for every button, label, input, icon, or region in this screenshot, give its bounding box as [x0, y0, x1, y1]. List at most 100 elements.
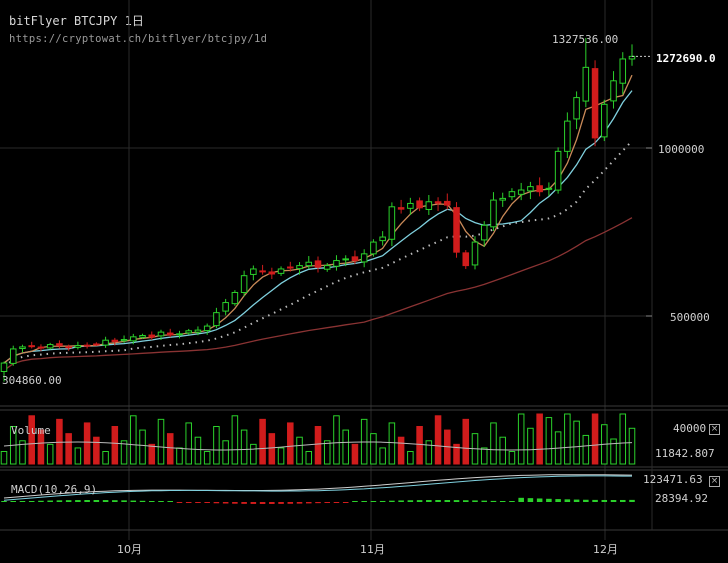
low-price-label: 304860.00 [2, 374, 62, 387]
candle-body [111, 339, 119, 343]
month-label-oct: 10月 [117, 543, 142, 556]
volume-bar [434, 415, 442, 465]
volume-current-label: 11842.807 [655, 447, 715, 460]
candle-body [213, 312, 220, 327]
volume-bar [139, 429, 146, 465]
candle-body [259, 270, 266, 273]
month-label-nov: 11月 [360, 543, 385, 556]
macd-bar [610, 499, 617, 502]
candle-body [148, 334, 156, 338]
candle-body [56, 343, 63, 347]
macd-bar [315, 502, 321, 504]
candle-body [28, 345, 35, 348]
candle-body [277, 268, 285, 274]
candle-body [240, 275, 248, 293]
grid-lines [0, 0, 728, 540]
volume-bar [28, 415, 35, 465]
volume-bar [250, 443, 257, 465]
volume-bar [194, 436, 202, 465]
volume-bar [527, 427, 534, 465]
price-tick-1000000: 1000000 [658, 143, 705, 156]
macd-bar [435, 500, 441, 502]
volume-bar [213, 426, 220, 465]
macd-bar [389, 500, 395, 502]
volume-bar [517, 413, 525, 465]
candle-body [74, 345, 82, 348]
candle-body [351, 256, 359, 262]
macd-value-1: 123471.63 [643, 473, 703, 486]
volume-bar [296, 436, 303, 465]
macd-bar [296, 502, 303, 504]
volume-bar [120, 440, 128, 465]
candle-body [527, 186, 534, 192]
macd-close-icon[interactable]: × [709, 476, 720, 487]
candle-body [93, 343, 100, 346]
macd-bar [121, 500, 127, 502]
candle-body [0, 362, 8, 373]
candle-body [619, 58, 627, 84]
macd-bar [139, 500, 146, 502]
macd-bar [407, 500, 414, 502]
volume-bar [508, 451, 516, 465]
candle-body [139, 334, 146, 338]
candle-body [314, 260, 322, 268]
macd-bar [324, 502, 331, 503]
macd-bar [250, 502, 257, 504]
candle-body [360, 253, 368, 263]
candle-body [222, 302, 229, 312]
candle-body [434, 201, 442, 204]
volume-bar [74, 447, 82, 465]
chart-title: bitFlyer BTCJPY 1日 [9, 14, 144, 28]
volume-bar [203, 451, 211, 465]
volume-bar [185, 422, 192, 465]
candle-body [9, 348, 17, 364]
candle-body [388, 206, 396, 240]
macd-bar [416, 500, 423, 502]
candle-body [176, 333, 183, 336]
volume-bar [407, 451, 414, 465]
volume-bar [416, 426, 423, 465]
volume-bar [65, 433, 72, 465]
candle-body [601, 103, 608, 138]
volume-bar [231, 415, 239, 465]
macd-bar [75, 500, 81, 502]
macd-bar [241, 502, 247, 504]
candle-body [333, 260, 340, 267]
price-candles [0, 37, 652, 382]
macd-bar [84, 500, 90, 502]
macd-bar [583, 499, 589, 502]
candle-body [480, 224, 488, 241]
volume-bar [287, 422, 294, 465]
candle-body [416, 200, 423, 209]
macd-bar [47, 500, 53, 502]
macd-bar [278, 502, 284, 504]
candle-body [545, 187, 553, 190]
macd-bar [176, 502, 183, 503]
volume-bar [166, 433, 174, 465]
volume-bar [351, 443, 359, 465]
macd-bar [592, 499, 598, 502]
volume-bar [333, 415, 340, 465]
macd-bar [232, 502, 238, 504]
candle-body [379, 236, 386, 242]
macd-bar [499, 501, 506, 502]
candle-body [444, 200, 451, 206]
candle-body [508, 191, 516, 198]
macd-bar [342, 502, 349, 503]
volume-close-icon[interactable]: × [709, 424, 720, 435]
chart-url[interactable]: https://cryptowat.ch/bitflyer/btcjpy/1d [9, 33, 268, 45]
volume-bar [397, 436, 405, 465]
macd-bar [93, 500, 100, 502]
volume-bar [157, 418, 165, 465]
macd-bar [167, 501, 174, 502]
candle-body [185, 330, 192, 334]
moving-averages [3, 74, 633, 371]
volume-bar [379, 447, 386, 465]
candle-body [287, 266, 294, 269]
candle-body [471, 241, 479, 266]
macd-bar [65, 500, 72, 502]
volume-bar [342, 429, 349, 465]
candle-body [323, 265, 331, 270]
candle-body [231, 291, 239, 305]
